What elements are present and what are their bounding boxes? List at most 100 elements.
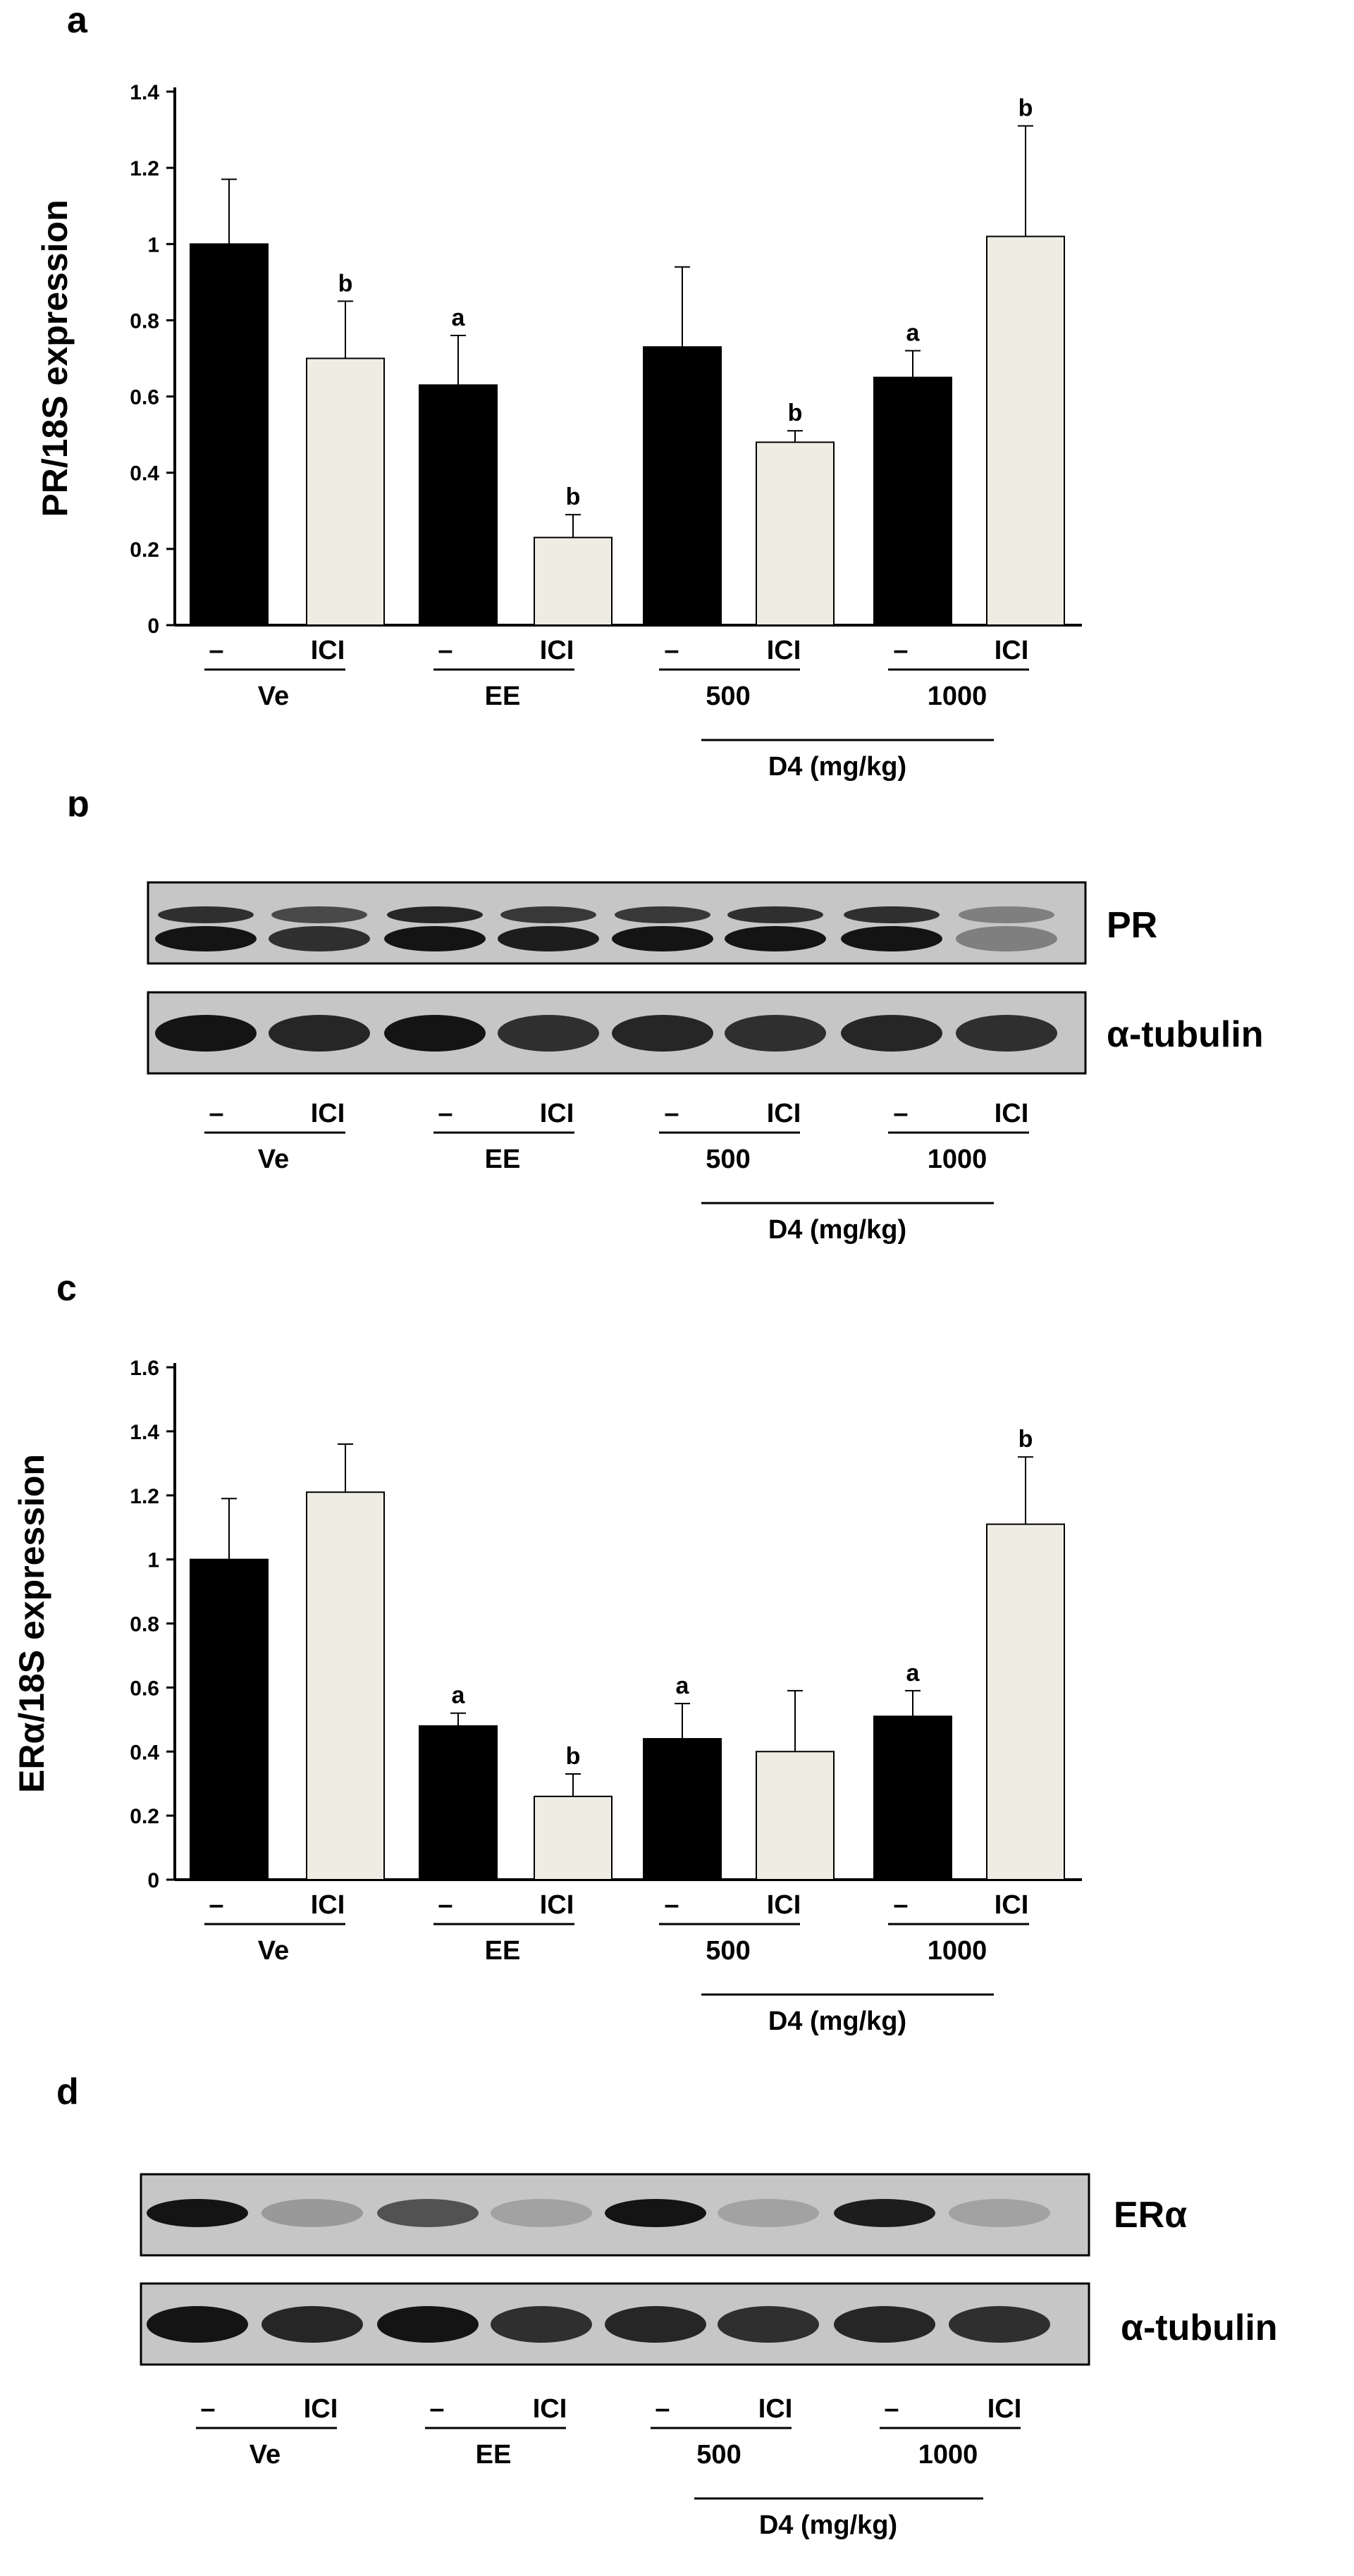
group-label: 1000	[928, 682, 987, 711]
pr-bar-plot: 0 0.2 0.4 0.6 0.8 1 1.2 1.4 PR/18S expression b a b…	[35, 81, 1082, 638]
tubulin-band	[612, 1015, 713, 1052]
pr-band-upper	[727, 906, 823, 923]
lane-label: –	[438, 636, 453, 665]
lane-label: ICI	[995, 636, 1029, 665]
y-tick-label: 1.2	[130, 1485, 159, 1508]
pr-band-upper	[959, 906, 1054, 923]
pr-band-upper	[500, 906, 596, 923]
group-label: 500	[696, 2440, 741, 2470]
y-tick-label: 1.6	[130, 1357, 159, 1380]
significance-letter: b	[566, 483, 581, 510]
y-tick-label: 0	[147, 1869, 159, 1892]
pr-band-lower	[725, 926, 826, 951]
lane-label: –	[438, 1890, 453, 1920]
tubulin-band	[269, 1015, 370, 1052]
group-label: 1000	[928, 1145, 987, 1174]
pr-band-upper	[387, 906, 483, 923]
significance-letter: b	[788, 400, 803, 426]
group-label: EE	[485, 1145, 521, 1174]
lane-label: –	[664, 1890, 679, 1920]
group-label: Ve	[258, 682, 289, 711]
bar	[190, 243, 269, 626]
significance-letter: a	[452, 304, 466, 331]
y-tick-label: 0.8	[130, 309, 159, 333]
bar	[306, 357, 385, 626]
tubulin-band	[491, 2306, 592, 2343]
lane-label: ICI	[767, 1890, 801, 1920]
pr-bands	[155, 906, 1057, 951]
group-label: Ve	[258, 1936, 289, 1966]
era-band	[605, 2199, 706, 2227]
lane-label: ICI	[758, 2394, 793, 2424]
era-band	[147, 2199, 248, 2227]
bar	[534, 1795, 613, 1880]
era-bands	[147, 2199, 1050, 2227]
bar	[419, 384, 498, 626]
y-tick-label: 0	[147, 615, 159, 638]
group-label: EE	[476, 2440, 512, 2470]
tubulin-band	[498, 1015, 599, 1052]
lane-label: ICI	[995, 1099, 1029, 1128]
lane-label: –	[664, 636, 679, 665]
era-band	[718, 2199, 819, 2227]
y-tick-label: 1	[147, 1549, 159, 1572]
lane-label: ICI	[767, 636, 801, 665]
lane-label: ICI	[995, 1890, 1029, 1920]
group-label: Ve	[250, 2440, 281, 2470]
y-tick-label: 0.6	[130, 386, 159, 409]
bar	[873, 376, 952, 626]
pr-blot-label: PR	[1107, 905, 1157, 946]
y-tick-label: 0.2	[130, 1805, 159, 1828]
y-tick-label: 0.2	[130, 538, 159, 562]
group-label: Ve	[258, 1145, 289, 1174]
panel-a-chart: a 0 0.2 0.4 0.6 0.8 1 1.2 1.4 PR/18S expression b…	[35, 0, 1082, 782]
lane-label: ICI	[533, 2394, 567, 2424]
pr-band-upper	[844, 906, 940, 923]
pr-band-upper	[615, 906, 710, 923]
group-label: 500	[706, 1936, 750, 1966]
bar	[306, 1491, 385, 1880]
lane-label: –	[438, 1099, 453, 1128]
panel-c-chart: c 0 0.2 0.4 0.6 0.8 1 1.2 1.4 1.6 ERα/18S express…	[12, 1276, 1082, 2036]
bar	[643, 346, 722, 626]
pr-band-lower	[155, 926, 257, 951]
era-band	[377, 2199, 479, 2227]
lane-label: –	[209, 1099, 223, 1128]
significance-letter: a	[676, 1672, 690, 1699]
pr-blot-background	[147, 881, 1087, 965]
group-label: 500	[706, 682, 750, 711]
lane-label: ICI	[540, 636, 574, 665]
tubulin-blot-strip-d	[140, 2282, 1090, 2366]
y-tick-label: 1.2	[130, 157, 159, 180]
lane-label: –	[893, 636, 908, 665]
lane-label: ICI	[311, 1890, 345, 1920]
y-tick-label: 0.8	[130, 1613, 159, 1637]
bar	[643, 1738, 722, 1881]
group-label: 1000	[918, 2440, 978, 2470]
pr-band-lower	[841, 926, 942, 951]
lane-label: ICI	[767, 1099, 801, 1128]
dose-label: D4 (mg/kg)	[759, 2510, 897, 2540]
tubulin-band	[718, 2306, 819, 2343]
pr-band-upper	[271, 906, 367, 923]
tubulin-band	[841, 1015, 942, 1052]
bar	[190, 1558, 269, 1880]
pr-band-lower	[956, 926, 1057, 951]
tubulin-band	[147, 2306, 248, 2343]
bar	[756, 441, 835, 626]
era-bar-plot: 0 0.2 0.4 0.6 0.8 1 1.2 1.4 1.6 ERα/18S expressio…	[12, 1357, 1082, 1892]
y-tick-label: 0.4	[130, 1741, 159, 1764]
lane-label: ICI	[540, 1099, 574, 1128]
era-band	[491, 2199, 592, 2227]
lane-label: ICI	[304, 2394, 338, 2424]
panel-a-letter: a	[67, 0, 88, 41]
lane-label: –	[655, 2394, 670, 2424]
blot-d-treatment-labels: – ICI – ICI – ICI – ICI Ve EE 500 1000 D…	[196, 2394, 1021, 2540]
panel-c-letter: c	[56, 1276, 77, 1309]
era-band	[949, 2199, 1050, 2227]
pr-band-lower	[384, 926, 486, 951]
dose-label: D4 (mg/kg)	[768, 752, 906, 782]
lane-label: ICI	[987, 2394, 1022, 2424]
panel-d-blot: d ERα α-tubulin – ICI – ICI – ICI – ICI …	[56, 2072, 1278, 2540]
lane-label: –	[429, 2394, 444, 2424]
